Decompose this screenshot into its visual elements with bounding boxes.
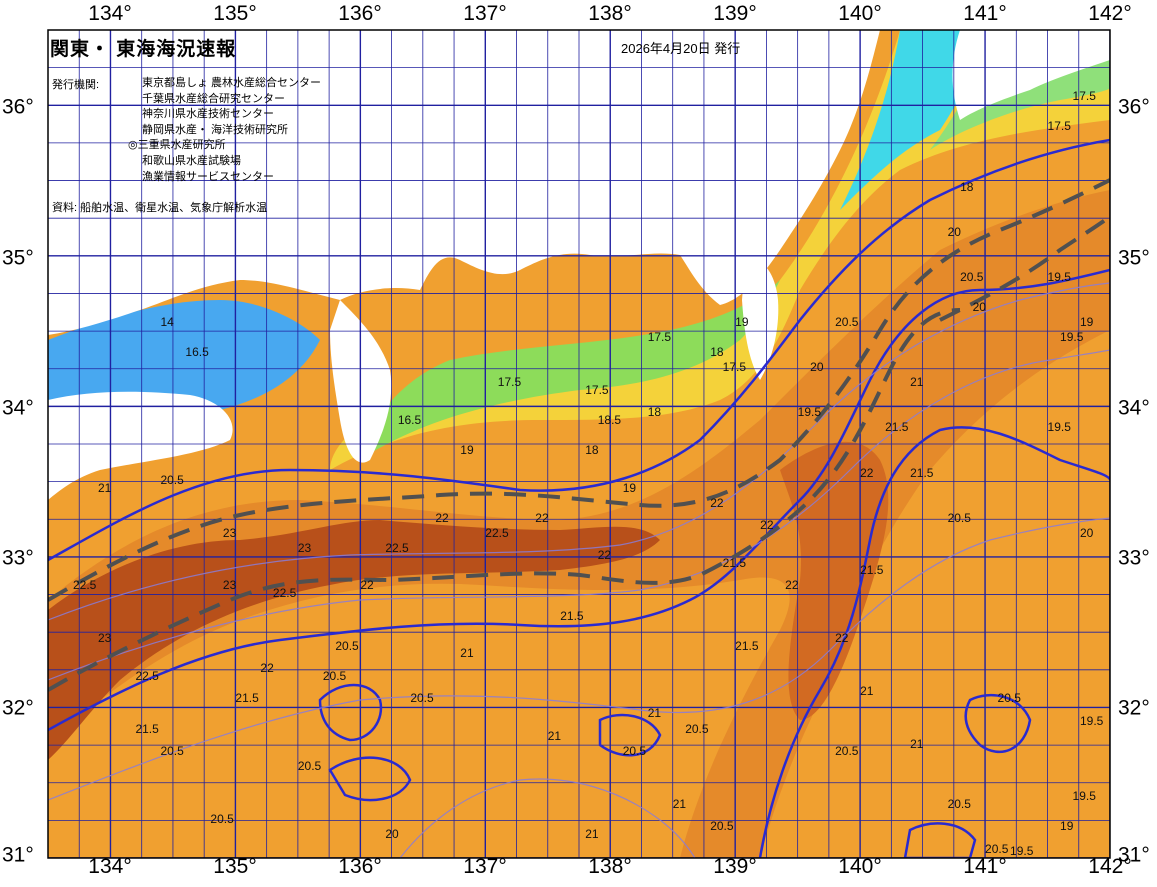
land-honshu <box>48 30 880 335</box>
lon-label-135-top: 135° <box>213 2 257 25</box>
agency-list: 東京都島しょ 農林水産総合センター 千葉県水産総合研究センター 神奈川県水産技術… <box>128 76 322 185</box>
lat-label-32-left: 32° <box>2 696 34 720</box>
lon-label-134-bottom: 134° <box>88 855 132 878</box>
lon-label-137-bottom: 137° <box>463 855 507 878</box>
inland-sea-zone <box>48 300 320 420</box>
isotherm-contours <box>48 138 1110 858</box>
agency-item: 静岡県水産・ 海洋技術研究所 <box>142 123 289 136</box>
lon-label-137-top: 137° <box>463 2 507 25</box>
lon-label-135-bottom: 135° <box>213 855 257 878</box>
agency-item: 神奈川県水産技術センター <box>142 108 274 121</box>
kuroshio-axis-lines <box>48 178 1110 692</box>
lon-label-141-bottom: 141° <box>963 855 1007 878</box>
lon-label-139-top: 139° <box>713 2 757 25</box>
agency-item: ◎三重県水産研究所 <box>128 139 226 152</box>
lat-label-35-left: 35° <box>2 246 34 270</box>
lat-label-35-right: 35° <box>1118 246 1150 270</box>
lat-label-36-left: 36° <box>2 95 34 119</box>
lon-label-139-bottom: 139° <box>713 855 757 878</box>
minor-isotherms <box>48 282 1110 858</box>
lat-label-31-right: 31° <box>1118 843 1150 867</box>
hot-core-2 <box>780 441 889 720</box>
agency-label: 発行機関: <box>52 79 100 91</box>
lat-label-36-right: 36° <box>1118 95 1150 119</box>
lon-label-136-bottom: 136° <box>338 855 382 878</box>
lon-label-140-bottom: 140° <box>838 855 882 878</box>
map-title: 関東・ 東海海況速報 <box>50 39 237 60</box>
lon-label-134-top: 134° <box>88 2 132 25</box>
lon-label-141-top: 141° <box>963 2 1007 25</box>
agency-item: 漁業情報サービスセンター <box>142 170 274 183</box>
lat-label-33-right: 33° <box>1118 546 1150 570</box>
lon-label-142-bottom: 142° <box>1088 855 1132 878</box>
lat-label-32-right: 32° <box>1118 696 1150 720</box>
hot-core <box>48 520 660 760</box>
lon-label-136-top: 136° <box>338 2 382 25</box>
lat-label-31-left: 31° <box>2 843 34 867</box>
map-border <box>47 29 1111 859</box>
lon-label-138-bottom: 138° <box>588 855 632 878</box>
lat-label-33-left: 33° <box>2 546 34 570</box>
map-header-panel: 関東・ 東海海況速報 2026年4月20日 発行 発行機関: 東京都島しょ 農林… <box>48 30 740 220</box>
issue-date: 2026年4月20日 発行 <box>621 41 741 56</box>
green-zone <box>360 280 780 460</box>
lat-label-34-right: 34° <box>1118 396 1150 420</box>
land-izu <box>742 259 779 380</box>
lon-label-138-top: 138° <box>588 2 632 25</box>
agency-item: 東京都島しょ 農林水産総合センター <box>142 77 322 89</box>
data-source-text: 資料: 船舶水温、衛星水温、気象庁解析水温 <box>52 202 268 214</box>
land-shikoku <box>48 391 233 500</box>
lat-label-34-left: 34° <box>2 396 34 420</box>
land-boso <box>952 30 1110 120</box>
lon-label-142-top: 142° <box>1088 2 1132 25</box>
lon-label-140-top: 140° <box>838 2 882 25</box>
agency-item: 千葉県水産総合研究センター <box>142 92 285 105</box>
agency-item: 和歌山県水産試験場 <box>142 154 241 167</box>
graticule <box>48 30 1110 858</box>
